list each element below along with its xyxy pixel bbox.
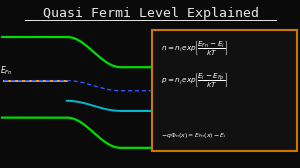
Text: $p = n_i \, exp\!\left[\dfrac{E_i - E_{Fp}}{kT}\right]$: $p = n_i \, exp\!\left[\dfrac{E_i - E_{F… [161,72,228,90]
FancyBboxPatch shape [152,30,297,151]
Text: $E_{Fp}$: $E_{Fp}$ [152,105,164,117]
Text: $n = n_i \, exp\!\left[\dfrac{E_{Fn} - E_i}{kT}\right]$: $n = n_i \, exp\!\left[\dfrac{E_{Fn} - E… [161,39,228,57]
Text: $-q\Phi_n(x) = E_{Fn}(x) - E_i$: $-q\Phi_n(x) = E_{Fn}(x) - E_i$ [161,131,227,140]
Text: $E_{Fn}$: $E_{Fn}$ [0,65,13,77]
Text: Quasi Fermi Level Explained: Quasi Fermi Level Explained [43,7,259,20]
Text: $E_{fi}$: $E_{fi}$ [152,85,161,95]
